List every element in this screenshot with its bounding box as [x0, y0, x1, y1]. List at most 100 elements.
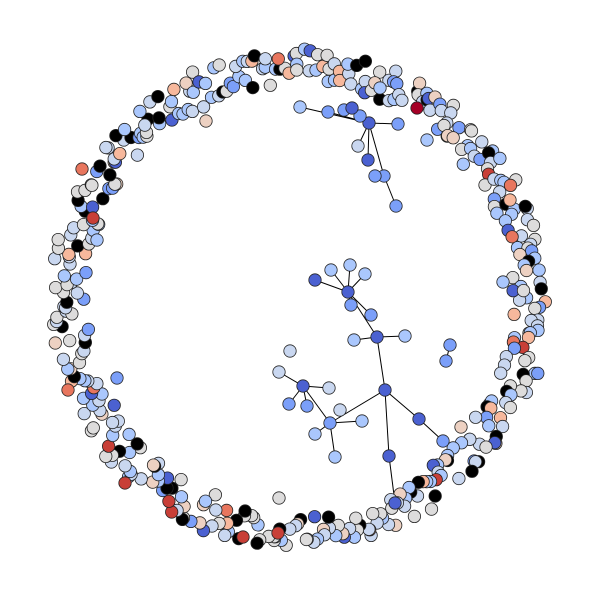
graph-node: [519, 263, 534, 278]
graph-node: [271, 526, 285, 540]
tree-node-layer: [272, 81, 457, 510]
graph-node: [343, 258, 357, 272]
graph-node: [238, 504, 252, 518]
graph-node: [454, 420, 468, 434]
graph-node: [407, 509, 421, 524]
graph-node: [133, 104, 147, 119]
graph-node: [272, 365, 286, 379]
graph-node: [174, 472, 188, 487]
graph-node: [424, 502, 439, 516]
graph-node: [105, 415, 120, 430]
graph-node: [226, 80, 240, 94]
graph-node: [420, 133, 434, 147]
graph-node: [63, 333, 77, 348]
graph-node: [71, 239, 85, 253]
graph-node: [236, 530, 250, 544]
graph-node: [272, 491, 286, 505]
graph-node: [358, 267, 372, 281]
graph-node: [250, 536, 264, 550]
graph-node: [323, 416, 337, 430]
graph-node: [198, 494, 213, 508]
graph-node: [179, 76, 193, 90]
graph-node: [271, 52, 285, 66]
graph-node: [308, 273, 322, 287]
graph-node: [218, 528, 232, 543]
graph-node: [90, 233, 104, 247]
graph-node: [118, 476, 132, 490]
graph-node: [246, 81, 260, 95]
graph-node: [56, 352, 71, 366]
graph-node: [113, 147, 127, 161]
graph-node: [209, 503, 223, 517]
graph-node: [283, 344, 297, 358]
graph-node: [185, 104, 199, 119]
graph-node: [174, 490, 189, 504]
graph-node: [321, 510, 336, 524]
graph-node: [494, 366, 508, 380]
graph-node: [79, 265, 93, 280]
graph-node: [439, 354, 453, 368]
graph-node: [349, 511, 363, 525]
graph-node: [436, 434, 450, 448]
graph-node: [99, 140, 113, 155]
graph-node: [151, 90, 165, 104]
graph-node: [503, 178, 518, 192]
graph-node: [495, 419, 510, 434]
graph-node: [307, 510, 322, 524]
graph-node: [390, 77, 404, 91]
graph-node: [86, 421, 100, 435]
graph-node: [300, 399, 314, 413]
graph-node: [86, 211, 100, 225]
graph-node: [282, 397, 296, 411]
graph-node: [362, 116, 376, 130]
graph-node: [290, 63, 304, 77]
graph-node: [475, 135, 489, 149]
graph-node: [505, 230, 519, 244]
graph-node: [110, 371, 124, 385]
graph-node: [247, 49, 261, 63]
graph-node: [199, 114, 213, 128]
graph-node: [62, 247, 76, 261]
graph-node: [152, 111, 166, 125]
graph-node: [299, 532, 313, 547]
graph-node: [347, 333, 361, 347]
graph-node: [412, 412, 426, 426]
graph-node: [373, 81, 387, 95]
graph-node: [208, 488, 222, 502]
graph-node: [48, 336, 62, 350]
graph-node: [366, 506, 380, 521]
graph-node: [320, 48, 334, 62]
graph-node: [118, 459, 132, 473]
graph-node: [391, 117, 405, 131]
graph-node: [308, 427, 322, 441]
graph-node: [428, 489, 442, 503]
graph-node: [389, 64, 403, 78]
graph-node: [528, 301, 542, 315]
graph-node: [324, 263, 338, 277]
graph-node: [482, 419, 496, 433]
graph-node: [531, 366, 545, 380]
graph-node: [503, 193, 517, 207]
graph-node: [103, 168, 117, 182]
graph-node: [490, 206, 504, 220]
graph-node: [389, 199, 403, 213]
graph-node: [138, 118, 152, 132]
graph-node: [93, 159, 107, 173]
graph-node: [456, 157, 470, 171]
graph-node: [344, 77, 358, 91]
graph-node: [51, 233, 65, 247]
graph-node: [70, 272, 84, 286]
graph-node: [468, 410, 483, 424]
graph-node: [164, 95, 179, 109]
graph-node: [368, 169, 382, 183]
graph-node: [443, 338, 457, 352]
graph-node: [410, 101, 424, 115]
graph-node: [507, 307, 521, 321]
graph-node: [70, 286, 84, 300]
graph-node: [382, 449, 396, 463]
graph-node: [395, 93, 409, 107]
graph-node: [322, 381, 336, 395]
graph-node: [532, 263, 546, 277]
graph-node: [521, 330, 536, 345]
graph-node: [61, 383, 75, 397]
